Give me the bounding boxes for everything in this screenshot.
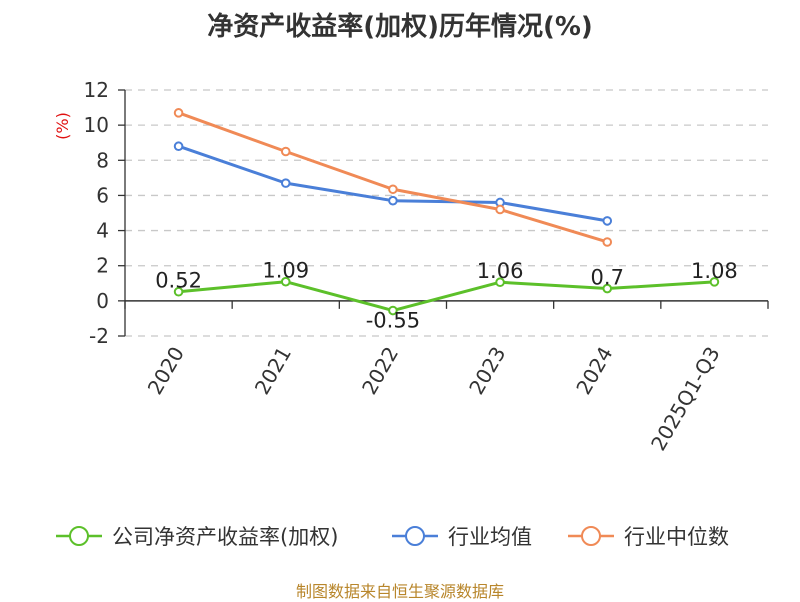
data-label: -0.55: [366, 309, 420, 333]
legend-item[interactable]: 行业中位数: [568, 525, 729, 549]
grid: [125, 89, 768, 337]
data-point[interactable]: [280, 178, 291, 188]
legend-marker: [69, 526, 89, 546]
legend-marker: [405, 526, 425, 546]
y-tick-label: -2: [89, 324, 109, 348]
data-point[interactable]: [173, 286, 184, 297]
data-point[interactable]: [280, 276, 291, 287]
data-point[interactable]: [602, 283, 613, 294]
y-tick-label: 0: [96, 289, 109, 313]
series-line: [178, 111, 608, 244]
x-tick-label: 2021: [250, 343, 296, 399]
data-point[interactable]: [602, 216, 613, 226]
data-point[interactable]: [388, 184, 398, 195]
x-tick-label: 2023: [464, 343, 510, 399]
data-point[interactable]: [495, 277, 505, 288]
source-note: 制图数据来自恒生聚源数据库: [295, 582, 504, 601]
y-tick-label: 2: [96, 254, 109, 278]
x-tick-label: 2025Q1-Q3: [646, 343, 725, 455]
data-label: 0.52: [155, 269, 202, 293]
y-tick-label: 12: [84, 78, 109, 102]
legend[interactable]: 公司净资产收益率(加权) 行业均值 行业中位数: [56, 525, 729, 549]
data-label: 1.09: [262, 259, 309, 283]
data-label: 1.06: [477, 259, 524, 283]
data-point[interactable]: [173, 141, 184, 152]
data-point[interactable]: [495, 204, 505, 215]
data-point[interactable]: [388, 305, 398, 316]
series-line: [178, 280, 715, 313]
data-point[interactable]: [602, 237, 613, 247]
legend-label: 公司净资产收益率(加权): [112, 525, 338, 549]
x-tick-label: 2022: [357, 343, 403, 399]
y-tick-label: 4: [96, 219, 109, 243]
legend-marker: [581, 526, 601, 546]
data-point[interactable]: [280, 146, 291, 157]
data-point[interactable]: [388, 195, 398, 206]
x-tick-label: 2020: [143, 343, 189, 399]
x-tick-label: 2024: [571, 343, 617, 399]
data-label: 1.08: [691, 259, 738, 283]
series-layer: [173, 108, 720, 316]
y-axis-unit-label: (%): [53, 112, 72, 140]
y-tick-label: 10: [84, 113, 109, 137]
legend-item[interactable]: 行业均值: [392, 525, 532, 549]
data-label: 0.7: [591, 266, 624, 290]
data-point[interactable]: [709, 277, 720, 287]
series-line: [178, 144, 608, 223]
chart-title: 净资产收益率(加权)历年情况(%): [207, 12, 593, 42]
legend-item[interactable]: 公司净资产收益率(加权): [56, 525, 338, 549]
legend-label: 行业均值: [448, 525, 532, 549]
data-labels: 0.52 1.09 -0.55 1.06 0.7 1.08: [155, 259, 738, 333]
axes: -2 0 2 4 6 8 10 12 2020 2021 2022 2023 2024 2025Q1-Q3: [84, 78, 769, 455]
legend-label: 行业中位数: [624, 525, 729, 549]
data-point[interactable]: [173, 108, 184, 118]
y-tick-label: 8: [96, 148, 109, 172]
y-tick-label: 6: [96, 183, 109, 207]
